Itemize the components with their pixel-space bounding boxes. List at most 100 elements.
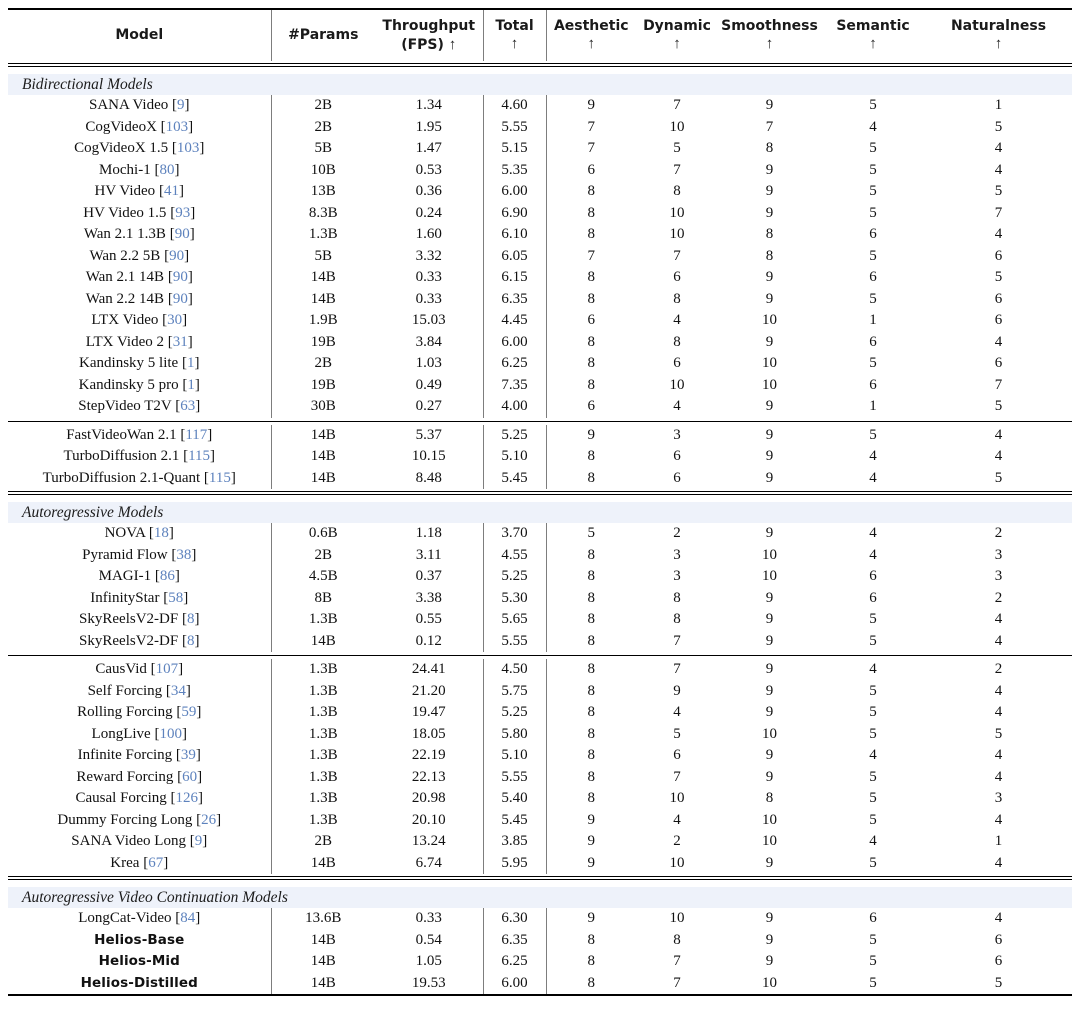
table-row: Infinite Forcing [39] 1.3B 22.19 5.10 8 6 9 4 4	[8, 745, 1072, 767]
total-cell: 4.00	[483, 396, 547, 418]
group-divider-rule	[8, 417, 1072, 425]
throughput-cell: 0.36	[375, 181, 484, 203]
citation-link[interactable]: 9	[177, 97, 185, 113]
score-dynamic-cell: 10	[669, 204, 685, 221]
citation-link[interactable]: 41	[163, 183, 179, 199]
model-name-cell: Kandinsky 5 pro [1]	[8, 374, 272, 396]
section-title: Autoregressive Video Continuation Models	[8, 887, 1072, 908]
citation-link[interactable]: 103	[176, 140, 200, 156]
throughput-cell: 15.03	[375, 310, 484, 332]
table-row: Rolling Forcing [59] 1.3B 19.47 5.25 8 4 9 5 4	[8, 702, 1072, 724]
score-semantic-cell: 5	[869, 426, 877, 443]
citation-link[interactable]: 100	[159, 725, 182, 742]
citation-link[interactable]: 18	[153, 525, 169, 541]
throughput-cell: 1.47	[375, 138, 484, 160]
citation-link[interactable]: 86	[159, 568, 175, 584]
model-name: Rolling Forcing	[77, 704, 173, 720]
citation-link[interactable]: 60	[182, 768, 198, 785]
model-name: Infinite Forcing	[77, 747, 173, 763]
citation-link[interactable]: 26	[201, 811, 217, 828]
table-row: Wan 2.2 14B [90] 14B 0.33 6.35 8 8 9 5 6	[8, 288, 1072, 310]
citation-link[interactable]: 59	[181, 704, 197, 720]
score-semantic-cell: 5	[869, 974, 877, 991]
model-name-cell: LongLive [100]	[8, 723, 272, 745]
score-smoothness-cell: 9	[765, 97, 774, 113]
citation-link[interactable]: 80	[159, 161, 175, 178]
score-dynamic-cell: 4	[673, 704, 681, 720]
score-naturalness-cell: 4	[994, 426, 1003, 443]
score-aesthetic-cell: 8	[587, 204, 596, 221]
throughput-cell: 1.18	[375, 523, 484, 545]
total-cell: 5.45	[483, 809, 547, 831]
citation-link[interactable]: 38	[176, 546, 192, 563]
citation-link[interactable]: 90	[172, 269, 188, 285]
score-smoothness-cell: 9	[765, 398, 774, 414]
up-arrow-icon: ↑	[587, 36, 596, 52]
params-cell: 1.3B	[308, 611, 338, 627]
total-cell: 6.00	[483, 331, 547, 353]
citation-link[interactable]: 90	[172, 290, 188, 307]
citation-link[interactable]: 115	[208, 469, 231, 486]
citation-link[interactable]: 93	[175, 204, 191, 221]
table-row: Helios-Mid 14B 1.05 6.25 8 7 9 5 6	[8, 951, 1072, 973]
total-cell: 6.25	[483, 353, 547, 375]
score-aesthetic-cell: 8	[587, 953, 596, 969]
up-arrow-icon: ↑	[673, 36, 681, 52]
double-rule	[8, 874, 1072, 882]
citation-link[interactable]: 58	[168, 589, 184, 606]
score-naturalness-cell: 4	[994, 226, 1003, 242]
score-naturalness-cell: 4	[994, 611, 1003, 627]
score-aesthetic-cell: 7	[587, 140, 596, 156]
score-dynamic-cell: 7	[673, 632, 681, 649]
score-dynamic-cell: 10	[669, 790, 685, 806]
citation-link[interactable]: 117	[185, 426, 208, 443]
score-aesthetic-cell: 8	[587, 974, 596, 991]
citation-link[interactable]: 90	[169, 247, 185, 264]
score-semantic-cell: 6	[869, 226, 877, 242]
throughput-cell: 22.13	[375, 766, 484, 788]
score-naturalness-cell: 4	[994, 682, 1003, 699]
citation-link[interactable]: 39	[180, 747, 196, 763]
score-semantic-cell: 6	[869, 589, 877, 606]
params-cell: 14B	[310, 448, 336, 464]
citation-link[interactable]: 63	[180, 398, 196, 414]
citation-link[interactable]: 103	[165, 118, 189, 135]
score-semantic-cell: 1	[869, 398, 877, 414]
score-naturalness-cell: 4	[994, 140, 1003, 156]
total-cell: 6.15	[483, 267, 547, 289]
score-naturalness-cell: 4	[994, 448, 1003, 464]
citation-link[interactable]: 67	[148, 854, 164, 871]
score-aesthetic-cell: 8	[587, 226, 596, 242]
citation-link[interactable]: 34	[170, 682, 186, 699]
citation-link[interactable]: 1	[187, 376, 195, 393]
throughput-cell: 20.98	[375, 788, 484, 810]
model-name-cell: Wan 2.2 14B [90]	[8, 288, 272, 310]
citation-link[interactable]: 126	[175, 790, 199, 806]
citation-link[interactable]: 8	[186, 632, 195, 649]
citation-link[interactable]: 1	[186, 355, 195, 371]
citation-link[interactable]: 115	[188, 448, 211, 464]
model-name: Wan 2.1 1.3B	[83, 226, 166, 242]
citation-link[interactable]: 107	[155, 661, 179, 677]
model-name: Pyramid Flow	[82, 546, 168, 563]
citation-link[interactable]: 84	[180, 910, 196, 926]
score-dynamic-cell: 4	[673, 398, 681, 414]
citation-link[interactable]: 8	[186, 611, 195, 627]
score-dynamic-cell: 7	[673, 768, 681, 785]
score-semantic-cell: 5	[869, 768, 877, 785]
score-dynamic-cell: 7	[673, 953, 681, 969]
score-naturalness-cell: 4	[994, 333, 1003, 350]
params-cell: 13B	[310, 183, 336, 199]
total-cell: 5.25	[483, 702, 547, 724]
model-name-cell: LTX Video [30]	[8, 310, 272, 332]
score-aesthetic-cell: 8	[587, 632, 596, 649]
score-dynamic-cell: 10	[669, 854, 685, 871]
citation-link[interactable]: 9	[194, 833, 203, 849]
citation-link[interactable]: 30	[167, 312, 183, 328]
params-cell: 14B	[310, 469, 336, 486]
score-semantic-cell: 6	[869, 568, 877, 584]
citation-link[interactable]: 31	[172, 333, 188, 350]
citation-link[interactable]: 90	[174, 226, 190, 242]
params-cell: 2B	[314, 546, 332, 563]
total-cell: 5.25	[483, 566, 547, 588]
